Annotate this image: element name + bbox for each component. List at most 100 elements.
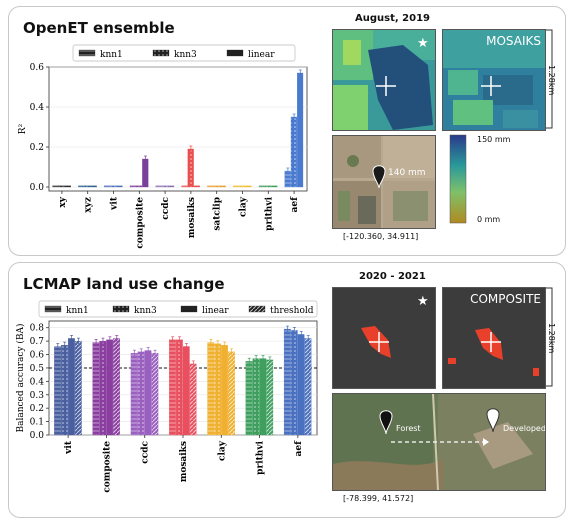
openet-satellite-image: 140 mm — [332, 135, 436, 229]
legend-swatch-linear — [180, 305, 198, 313]
bar-aef-knn1 — [283, 328, 291, 436]
bar-clay-linear — [245, 185, 252, 188]
bar-prithvi-threshold — [266, 359, 274, 436]
bar-prithvi-knn3 — [265, 185, 272, 188]
legend-box — [72, 44, 296, 62]
bar-prithvi-knn1 — [258, 185, 265, 188]
bar-mosaiks-linear — [193, 185, 200, 188]
plot-frame — [48, 66, 308, 192]
bar-ccdc-knn1 — [130, 353, 138, 436]
bar-xy-knn3 — [58, 185, 65, 188]
bar-xy-knn1 — [52, 185, 59, 188]
openet-map-reference: ★ — [332, 29, 436, 131]
bar-xy-linear — [64, 185, 71, 188]
bar-composite-knn3 — [136, 185, 143, 188]
lcmap-map-composite: COMPOSITE — [442, 287, 546, 389]
bar-composite-linear — [106, 339, 114, 436]
bar-xyz-knn1 — [78, 185, 85, 188]
openet-title: OpenET ensemble — [23, 19, 175, 37]
legend-swatch-knn1 — [78, 49, 96, 57]
y-tick-label: 0.0 — [30, 183, 45, 193]
x-tick-label-clay: clay — [217, 440, 227, 461]
et-map-image: ★ — [333, 30, 435, 130]
bar-xyz-knn3 — [84, 185, 91, 188]
bar-satclip-linear — [219, 185, 226, 188]
bar-clay-knn3 — [239, 185, 246, 188]
x-tick-label-composite: composite — [135, 197, 145, 249]
y-tick-label: 0.6 — [30, 351, 45, 361]
bar-vit-knn1 — [104, 185, 111, 188]
bar-composite-linear — [142, 158, 149, 188]
bar-composite-knn1 — [92, 342, 100, 436]
bar-satclip-knn1 — [207, 185, 214, 188]
legend-label-linear: linear — [202, 306, 229, 316]
colorbar-top-label: 150 mm — [477, 135, 511, 144]
legend-swatch-knn1 — [44, 305, 62, 313]
lcmap-panel: LCMAP land use change 0.0 0.1 0.2 0.3 0.4 0.5… — [8, 262, 566, 518]
bar-clay-knn1 — [207, 342, 215, 436]
bar-mosaiks-knn3 — [187, 148, 194, 188]
legend-box — [38, 300, 318, 318]
star-icon: ★ — [417, 294, 429, 309]
bar-clay-knn3 — [214, 343, 222, 436]
bar-aef-linear — [297, 334, 305, 436]
scale-bracket — [546, 287, 553, 387]
bar-clay-threshold — [228, 351, 235, 436]
developed-label: Developed — [503, 424, 546, 433]
y-tick-label: 0.8 — [30, 324, 45, 334]
x-tick-label-clay: clay — [239, 196, 249, 217]
bar-composite-knn3 — [99, 340, 107, 436]
bar-aef-knn3 — [290, 330, 298, 436]
forest-label: Forest — [396, 424, 421, 433]
legend-label-knn3: knn3 — [174, 50, 197, 60]
composite-change-image — [443, 288, 545, 388]
bar-ccdc-knn3 — [161, 185, 168, 188]
x-tick-label-prithvi: prithvi — [264, 196, 274, 230]
x-tick-label-aef: aef — [294, 440, 304, 457]
bar-prithvi-knn1 — [245, 361, 253, 436]
bar-vit-knn3 — [110, 185, 117, 188]
bar-vit-knn3 — [61, 344, 68, 436]
y-axis-label: Balanced accuracy (BA) — [15, 323, 26, 432]
legend-label-knn1: knn1 — [100, 50, 123, 60]
x-tick-label-prithvi: prithvi — [256, 440, 266, 474]
y-tick-label: 0.6 — [30, 63, 45, 73]
legend-label-threshold: threshold — [270, 306, 314, 316]
lcmap-map-title: 2020 - 2021 — [359, 271, 426, 282]
scale-label: 1.28km — [547, 65, 556, 96]
x-tick-label-satclip: satclip — [213, 197, 223, 231]
bar-vit-linear — [67, 338, 75, 436]
x-tick-label-aef: aef — [290, 196, 300, 213]
y-tick-label: 0.3 — [30, 391, 45, 401]
x-tick-label-ccdc: ccdc — [161, 196, 171, 219]
bar-vit-threshold — [74, 340, 82, 436]
y-tick-label: 0.2 — [30, 404, 44, 414]
legend-swatch-threshold — [248, 305, 266, 313]
x-tick-label-composite: composite — [102, 441, 112, 493]
lcmap-satellite-photo — [333, 394, 545, 490]
lcmap-map-reference: ★ — [332, 287, 436, 389]
y-tick-label: 0.4 — [30, 103, 45, 113]
legend-label-linear: linear — [248, 50, 275, 60]
openet-bar-chart: 0.0 0.2 0.4 0.6 R² xy xyz vit composite ccdc mosai… — [18, 44, 308, 249]
coords-label: [-120.360, 34.911] — [343, 232, 419, 241]
bar-mosaiks-threshold — [189, 363, 197, 436]
x-tick-label-mosaiks: mosaiks — [187, 197, 197, 238]
colorbar — [449, 134, 467, 224]
bar-composite-threshold — [113, 338, 120, 436]
x-tick-label-vit: vit — [64, 440, 74, 455]
bar-aef-threshold — [304, 338, 312, 436]
bar-vit-linear — [116, 185, 123, 188]
legend-swatch-knn3 — [152, 49, 170, 57]
bar-satclip-knn3 — [213, 185, 220, 188]
y-tick-label: 0.1 — [30, 418, 44, 428]
scale-bracket — [546, 29, 553, 129]
legend-swatch-linear — [226, 49, 244, 57]
y-tick-label: 0.5 — [30, 364, 45, 374]
y-tick-label: 0.4 — [30, 377, 45, 387]
bar-mosaiks-knn1 — [169, 339, 176, 436]
bar-prithvi-linear — [259, 358, 267, 436]
openet-panel: OpenET ensemble 0.0 0.2 0.4 0.6 R² xy xyz vit co… — [8, 6, 566, 256]
openet-map-title: August, 2019 — [355, 13, 430, 24]
bar-clay-knn1 — [233, 185, 240, 188]
